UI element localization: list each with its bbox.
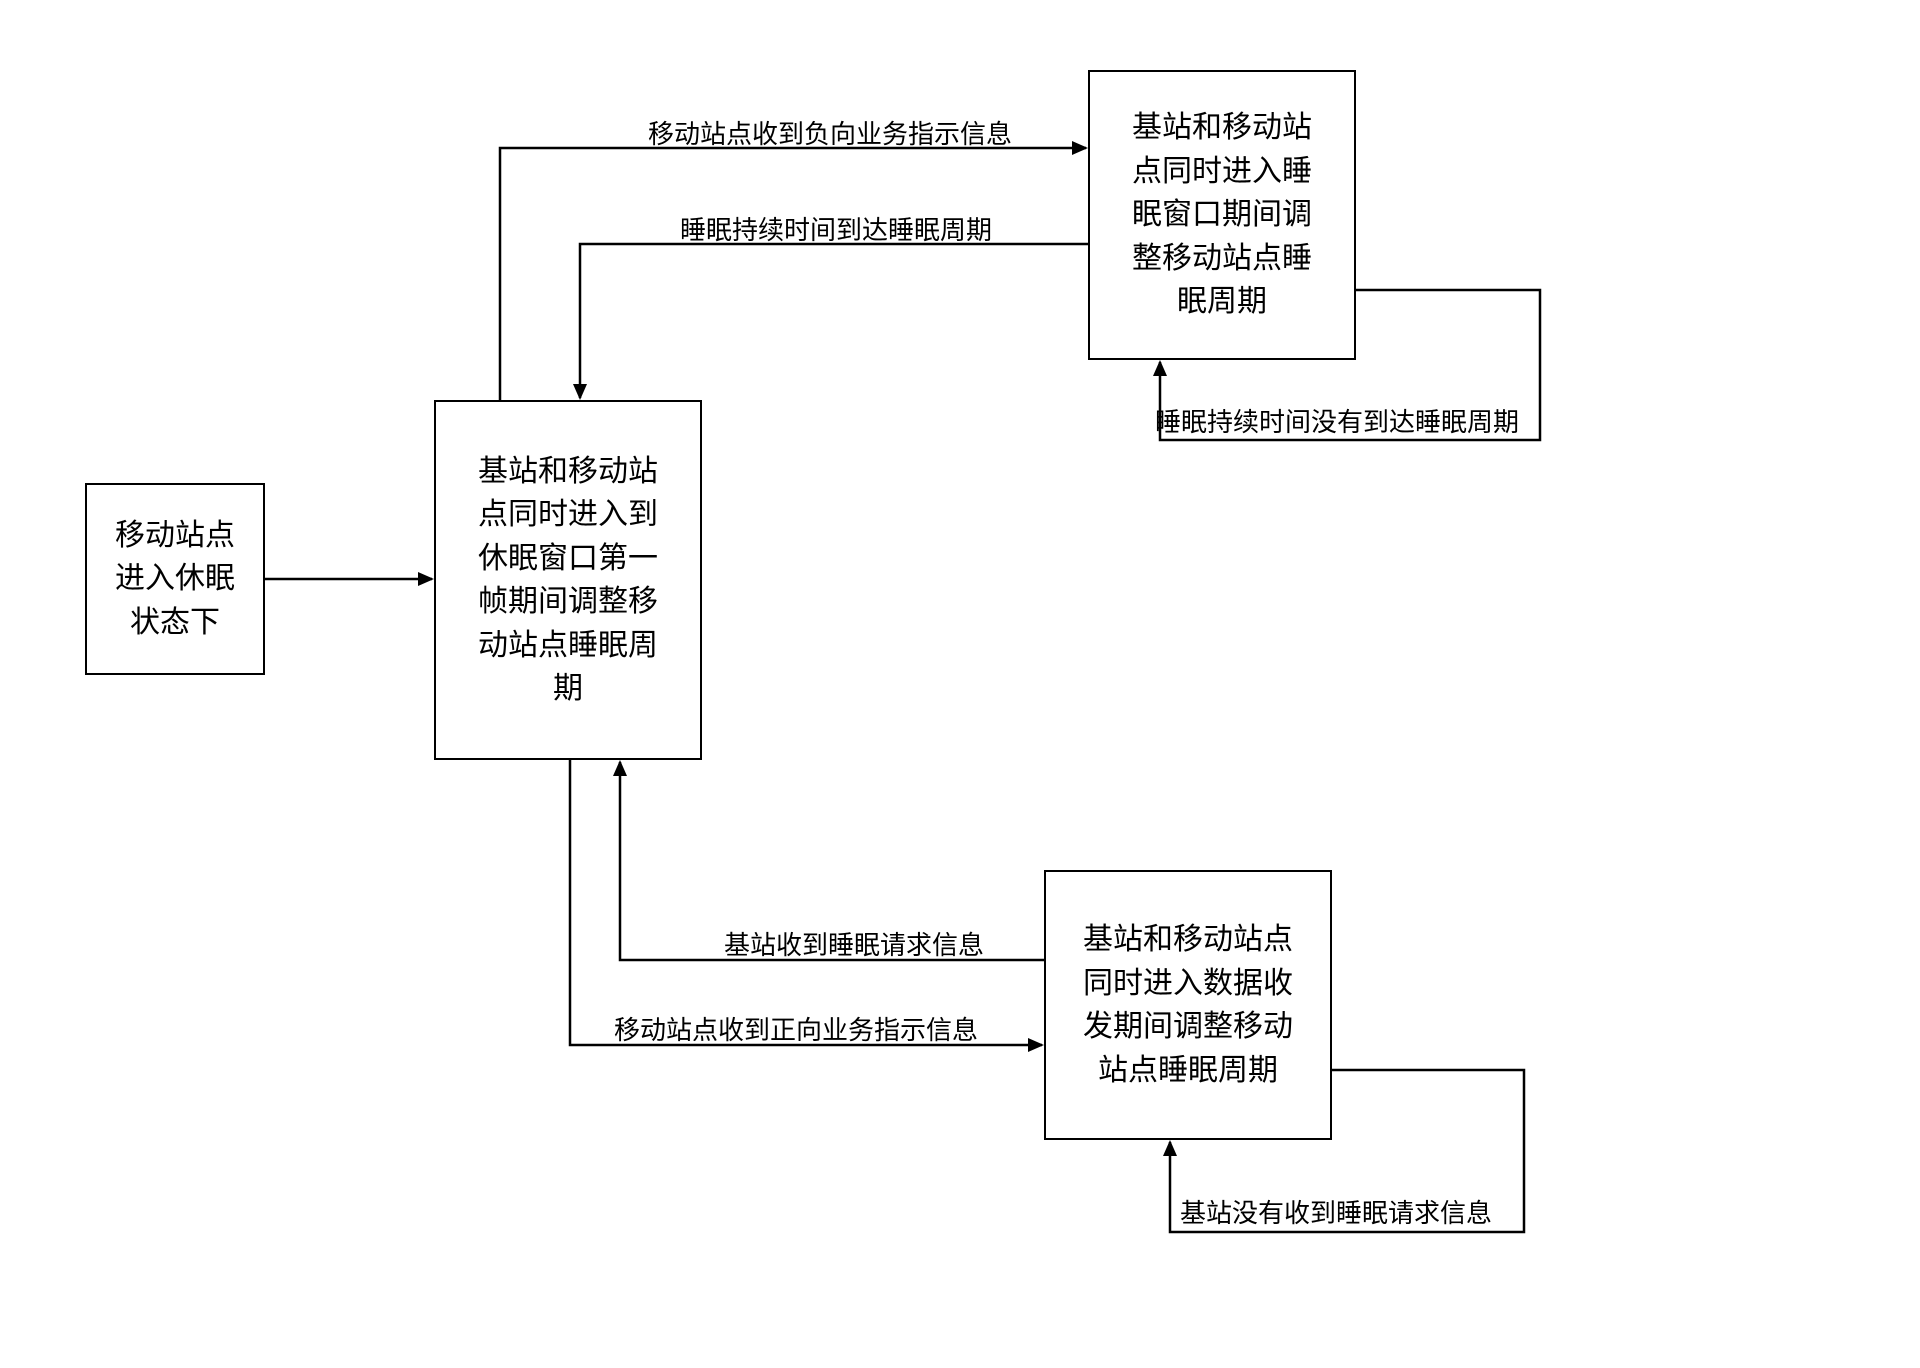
node-label: 基站和移动站点同时进入睡眠窗口期间调整移动站点睡眠周期 (1132, 106, 1312, 324)
edge-label-e5: 移动站点收到正向业务指示信息 (614, 1010, 978, 1047)
edge-label-e3: 睡眠持续时间到达睡眠周期 (680, 210, 992, 247)
edge-e2 (500, 148, 1086, 400)
edges-svg (0, 0, 1920, 1368)
node-label: 基站和移动站点同时进入数据收发期间调整移动站点睡眠周期 (1083, 918, 1293, 1092)
edge-label-e4: 睡眠持续时间没有到达睡眠周期 (1155, 402, 1519, 439)
edge-e5 (570, 760, 1042, 1045)
node-start: 移动站点进入休眠状态下 (85, 483, 265, 675)
node-label: 移动站点进入休眠状态下 (115, 514, 235, 645)
edge-label-e2: 移动站点收到负向业务指示信息 (648, 114, 1012, 151)
edge-label-e6: 基站收到睡眠请求信息 (724, 925, 984, 962)
edge-label-e7: 基站没有收到睡眠请求信息 (1180, 1193, 1492, 1230)
node-sleep-window: 基站和移动站点同时进入睡眠窗口期间调整移动站点睡眠周期 (1088, 70, 1356, 360)
edge-e3 (580, 244, 1088, 398)
node-label: 基站和移动站点同时进入到休眠窗口第一帧期间调整移动站点睡眠周期 (478, 450, 658, 711)
node-data-rxtx: 基站和移动站点同时进入数据收发期间调整移动站点睡眠周期 (1044, 870, 1332, 1140)
node-first-frame: 基站和移动站点同时进入到休眠窗口第一帧期间调整移动站点睡眠周期 (434, 400, 702, 760)
